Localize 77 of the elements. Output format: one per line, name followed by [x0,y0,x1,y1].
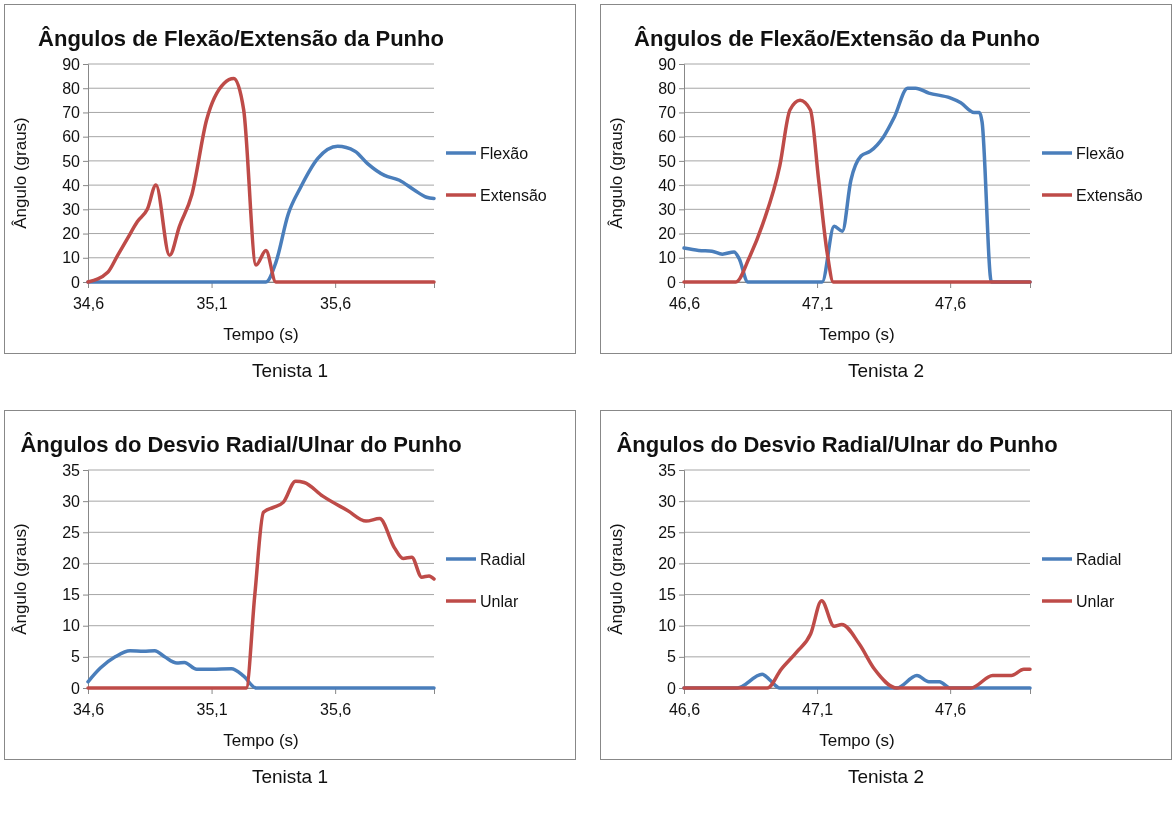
x-tick-label: 35,6 [320,700,352,718]
y-axis-title: Ângulo (graus) [607,523,626,635]
text: Tenista 2 [846,766,925,788]
legend-label: Unlar [480,593,519,610]
legend-label: Radial [480,551,526,568]
y-tick-label: 10 [658,249,677,267]
legend-label: Unlar [1076,593,1115,610]
legend-label: Radial [1076,551,1122,568]
chart-title: Ângulos do Desvio Radial/Ulnar do Punho [616,432,1058,457]
y-tick-label: 10 [658,617,677,635]
text: Tenista 1 [250,360,329,382]
x-axis-title: Tempo (s) [223,731,299,750]
x-tick-label: 34,6 [72,294,105,312]
legend-label: Flexão [480,145,529,162]
y-tick-label: 30 [62,492,81,510]
chart-title: Ângulos de Flexão/Extensão da Punho [634,26,1040,51]
x-tick-label: 47,6 [935,294,967,312]
y-tick-label: 20 [658,225,677,243]
legend-label: Extensão [480,187,547,204]
line-series [682,599,1032,690]
y-tick-label: 35 [62,461,81,479]
y-tick-label: 0 [667,273,677,291]
y-tick-label: 70 [62,104,81,122]
y-axis-title: Ângulo (graus) [11,117,30,229]
y-tick-label: 10 [62,249,81,267]
legend-label: Flexão [1076,145,1125,162]
line-series [86,76,436,284]
text: Tenista 1 [250,766,329,788]
y-tick-label: 15 [658,586,677,604]
y-tick-label: 25 [62,523,81,541]
y-tick-label: 30 [658,492,677,510]
line-series [86,479,436,690]
y-tick-label: 50 [658,152,677,170]
y-tick-label: 30 [62,200,81,218]
x-axis-title: Tempo (s) [819,325,895,344]
x-tick-label: 47,6 [935,700,967,718]
x-axis-title: Tempo (s) [223,325,299,344]
y-tick-label: 5 [667,648,677,666]
chart-title: Ângulos de Flexão/Extensão da Punho [38,26,444,51]
y-tick-label: 0 [667,679,677,697]
x-axis-title: Tempo (s) [819,731,895,750]
y-tick-label: 0 [71,273,81,291]
y-axis-title: Ângulo (graus) [607,117,626,229]
y-tick-label: 35 [658,461,677,479]
legend-label: Extensão [1076,187,1143,204]
y-tick-label: 30 [658,200,677,218]
y-tick-label: 5 [71,648,81,666]
x-tick-label: 34,6 [72,700,105,718]
y-tick-label: 70 [658,104,677,122]
x-tick-label: 46,6 [668,294,701,312]
y-axis-title: Ângulo (graus) [11,523,30,635]
x-tick-label: 35,1 [196,294,228,312]
x-tick-label: 47,1 [802,294,834,312]
y-tick-label: 80 [658,79,677,97]
chart-title: Ângulos do Desvio Radial/Ulnar do Punho [20,432,462,457]
y-tick-label: 60 [62,128,81,146]
x-tick-label: 46,6 [668,700,701,718]
y-tick-label: 0 [71,679,81,697]
line-series [86,648,436,690]
x-tick-label: 35,6 [320,294,352,312]
line-series [86,144,436,284]
y-tick-label: 25 [658,523,677,541]
y-tick-label: 90 [62,55,81,73]
x-tick-label: 47,1 [802,700,834,718]
y-tick-label: 80 [62,79,81,97]
y-tick-label: 20 [62,555,81,573]
y-tick-label: 20 [658,555,677,573]
y-tick-label: 10 [62,617,81,635]
y-tick-label: 50 [62,152,81,170]
y-tick-label: 40 [62,176,81,194]
y-tick-label: 90 [658,55,677,73]
y-tick-label: 15 [62,586,81,604]
text: Tenista 2 [846,360,925,382]
y-tick-label: 40 [658,176,677,194]
x-tick-label: 35,1 [196,700,228,718]
y-tick-label: 60 [658,128,677,146]
y-tick-label: 20 [62,225,81,243]
